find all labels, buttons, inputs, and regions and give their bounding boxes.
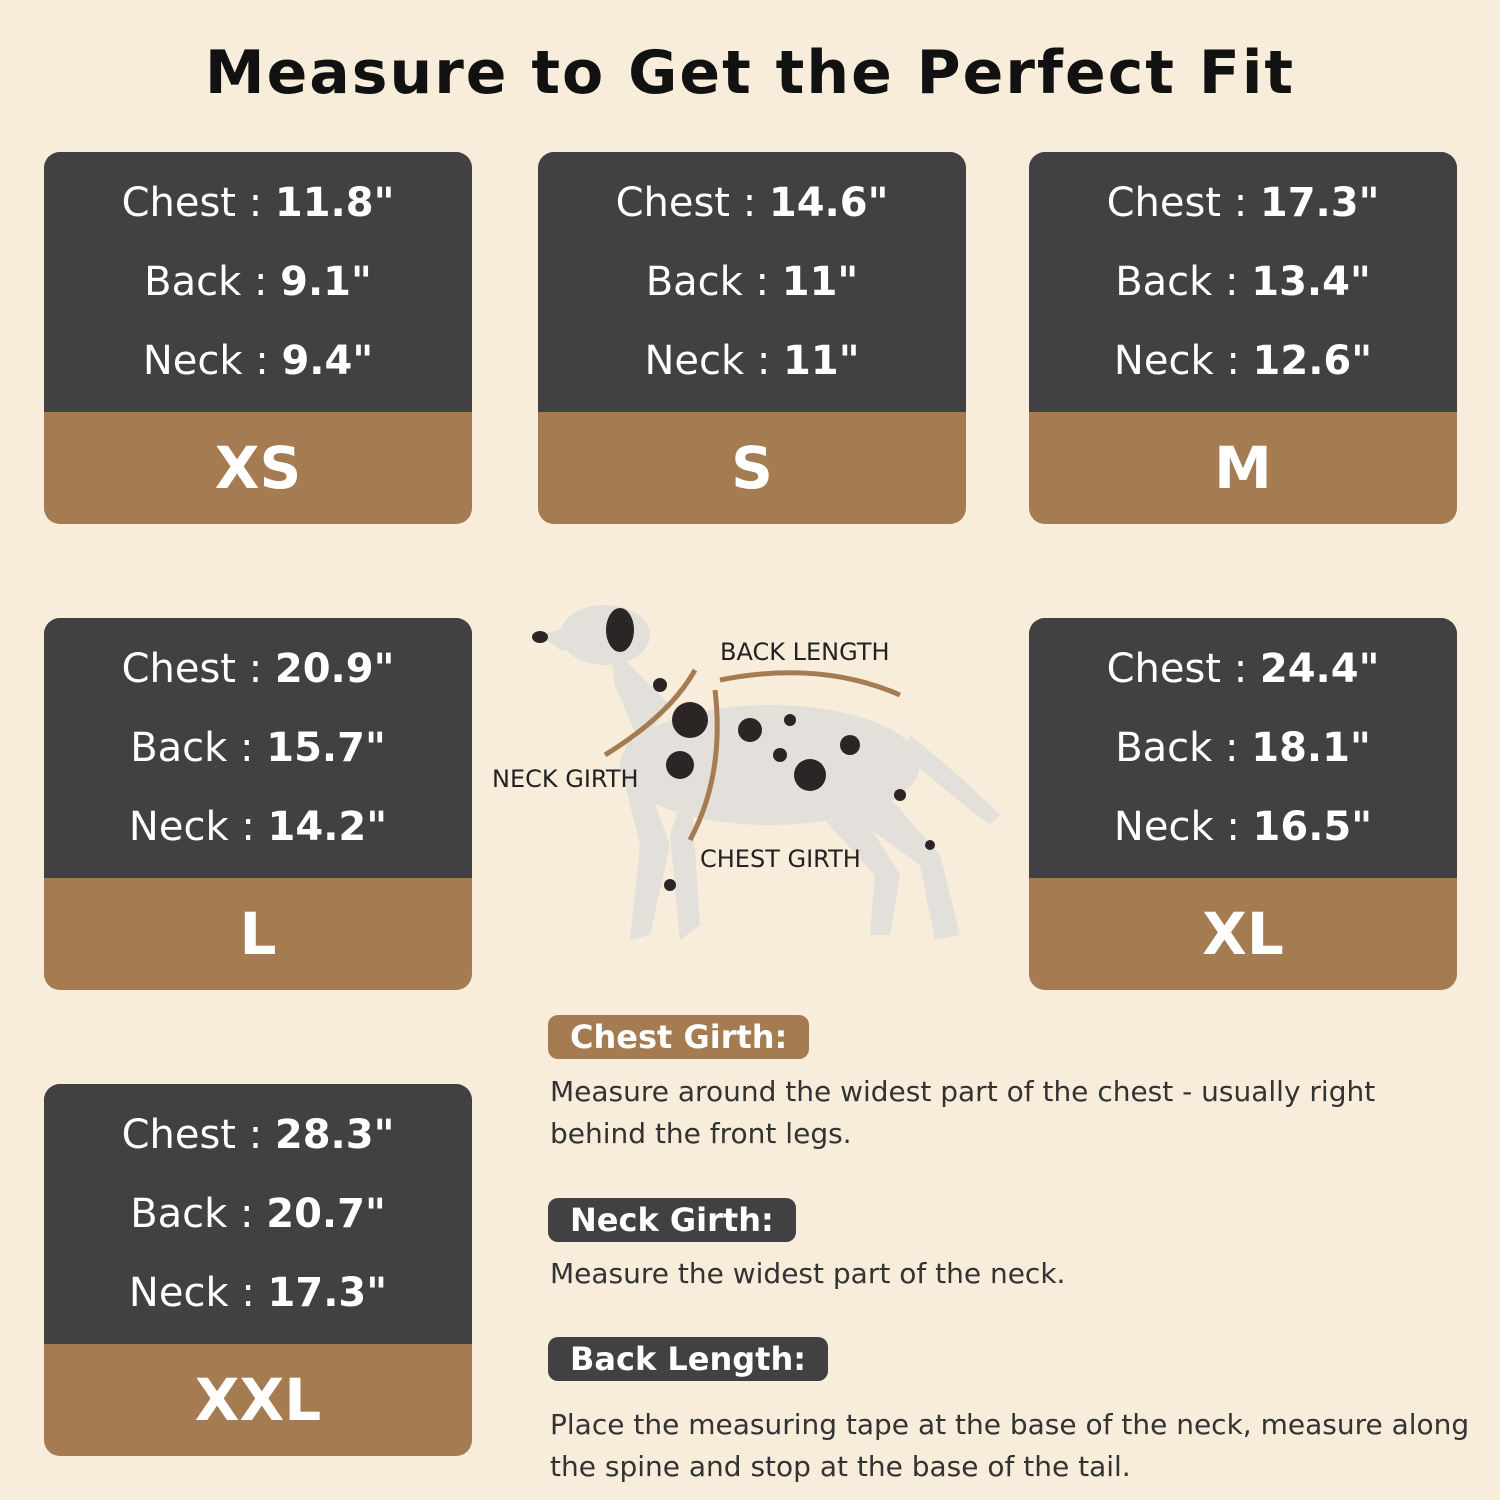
neck-measurement: Neck : 16.5" (1029, 804, 1457, 850)
size-card-xl: Chest : 24.4" Back : 18.1" Neck : 16.5" XL (1029, 618, 1457, 990)
back-measurement: Back : 13.4" (1029, 259, 1457, 305)
neck-measurement: Neck : 17.3" (44, 1270, 472, 1316)
measurements: Chest : 20.9" Back : 15.7" Neck : 14.2" (44, 618, 472, 878)
back-label: Back : (645, 258, 770, 305)
neck-girth-label: NECK GIRTH (492, 765, 639, 793)
back-measurement: Back : 11" (538, 259, 966, 305)
back-label: Back : (130, 1190, 254, 1237)
dalmatian-dog-icon (532, 605, 1000, 940)
back-value: 18.1" (1251, 724, 1371, 771)
back-value: 9.1" (280, 258, 372, 305)
neck-label: Neck : (1113, 337, 1240, 384)
chest-label: Chest : (121, 1112, 263, 1159)
size-label: M (1214, 434, 1272, 502)
size-label: XS (214, 434, 302, 502)
back-value: 13.4" (1251, 258, 1371, 305)
size-card-xxl: Chest : 28.3" Back : 20.7" Neck : 17.3" XX… (44, 1084, 472, 1456)
size-card-m: Chest : 17.3" Back : 13.4" Neck : 12.6" M (1029, 152, 1457, 524)
chest-label: Chest : (1106, 646, 1248, 693)
chest-label: Chest : (121, 646, 263, 693)
size-card-xs: Chest : 11.8" Back : 9.1" Neck : 9.4" XS (44, 152, 472, 524)
back-length-tag: Back Length: (548, 1337, 829, 1381)
neck-value: 9.4" (281, 337, 374, 384)
back-value: 20.7" (266, 1190, 386, 1237)
back-measurement: Back : 9.1" (44, 259, 472, 305)
measurements: Chest : 11.8" Back : 9.1" Neck : 9.4" (44, 152, 472, 412)
neck-value: 12.6" (1252, 337, 1373, 384)
chest-value: 17.3" (1259, 180, 1380, 227)
back-label: Back : (1115, 724, 1239, 771)
chest-girth-description: Measure around the widest part of the ch… (550, 1075, 1376, 1150)
chest-label: Chest : (615, 180, 757, 227)
chest-value: 11.8" (274, 180, 395, 227)
back-measurement: Back : 15.7" (44, 725, 472, 771)
chest-measurement: Chest : 14.6" (538, 180, 966, 226)
back-value: 11" (781, 258, 859, 305)
neck-value: 17.3" (267, 1269, 388, 1316)
size-label: L (239, 900, 277, 968)
back-label: Back : (1115, 258, 1239, 305)
neck-girth-tag: Neck Girth: (548, 1198, 796, 1242)
measurements: Chest : 14.6" Back : 11" Neck : 11" (538, 152, 966, 412)
back-value: 15.7" (266, 724, 386, 771)
chest-value: 14.6" (768, 180, 889, 227)
measurements: Chest : 28.3" Back : 20.7" Neck : 17.3" (44, 1084, 472, 1344)
neck-measurement: Neck : 11" (538, 338, 966, 384)
chest-measurement: Chest : 28.3" (44, 1112, 472, 1158)
neck-label: Neck : (1113, 803, 1240, 850)
neck-value: 16.5" (1252, 803, 1373, 850)
back-label: Back : (130, 724, 254, 771)
neck-value: 11" (783, 337, 860, 384)
back-measurement: Back : 18.1" (1029, 725, 1457, 771)
neck-label: Neck : (128, 1269, 255, 1316)
back-label: Back : (144, 258, 268, 305)
back-length-label: BACK LENGTH (720, 638, 890, 666)
size-card-l: Chest : 20.9" Back : 15.7" Neck : 14.2" L (44, 618, 472, 990)
neck-measurement: Neck : 9.4" (44, 338, 472, 384)
measurements: Chest : 24.4" Back : 18.1" Neck : 16.5" (1029, 618, 1457, 878)
neck-label: Neck : (128, 803, 255, 850)
chest-girth-label: CHEST GIRTH (700, 845, 861, 873)
chest-value: 24.4" (1259, 646, 1380, 693)
back-length-description: Place the measuring tape at the base of … (550, 1408, 1470, 1483)
chest-measurement: Chest : 24.4" (1029, 646, 1457, 692)
neck-label: Neck : (644, 337, 771, 384)
chest-value: 20.9" (274, 646, 395, 693)
size-card-s: Chest : 14.6" Back : 11" Neck : 11" S (538, 152, 966, 524)
neck-label: Neck : (142, 337, 269, 384)
chest-measurement: Chest : 20.9" (44, 646, 472, 692)
chest-girth-tag: Chest Girth: (548, 1015, 810, 1059)
measurements: Chest : 17.3" Back : 13.4" Neck : 12.6" (1029, 152, 1457, 412)
chest-measurement: Chest : 11.8" (44, 180, 472, 226)
chest-label: Chest : (121, 180, 263, 227)
size-label: XL (1202, 900, 1284, 968)
size-label: S (731, 434, 773, 502)
page-title: Measure to Get the Perfect Fit (204, 38, 1296, 108)
neck-value: 14.2" (267, 803, 388, 850)
back-measurement: Back : 20.7" (44, 1191, 472, 1237)
chest-value: 28.3" (274, 1112, 395, 1159)
neck-measurement: Neck : 12.6" (1029, 338, 1457, 384)
neck-girth-description: Measure the widest part of the neck. (550, 1257, 1066, 1290)
size-label: XXL (194, 1366, 322, 1434)
chest-label: Chest : (1106, 180, 1248, 227)
neck-measurement: Neck : 14.2" (44, 804, 472, 850)
chest-measurement: Chest : 17.3" (1029, 180, 1457, 226)
